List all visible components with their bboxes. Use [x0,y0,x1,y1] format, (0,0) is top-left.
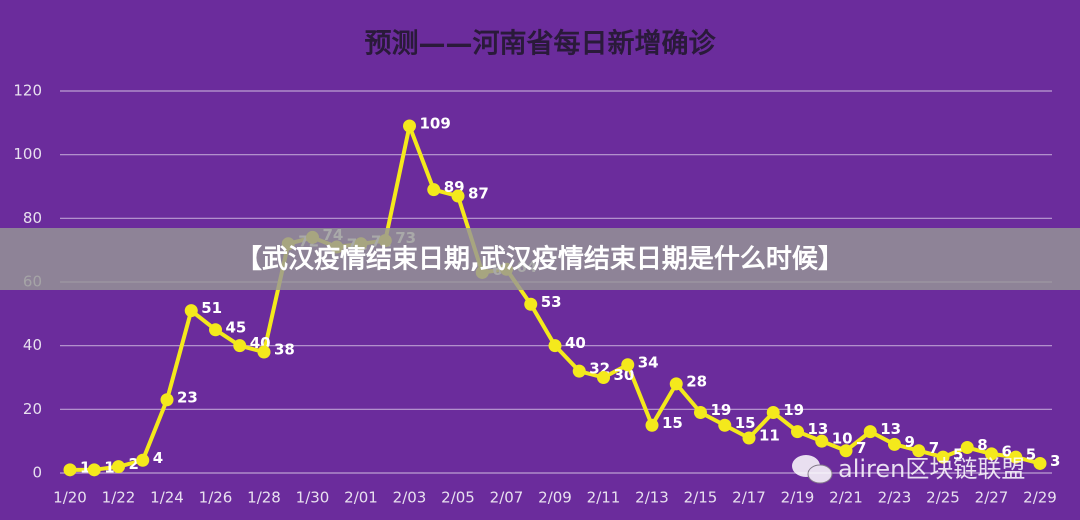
point [912,444,926,458]
x-tick-label: 1/20 [53,489,87,507]
data-label: 19 [711,401,732,419]
data-label: 1 [80,458,90,476]
data-label: 109 [420,115,451,133]
data-label: 7 [856,439,866,457]
point [112,460,125,474]
data-label: 6 [1002,442,1012,460]
data-label: 51 [201,299,222,317]
watermark-icon [792,455,833,484]
data-label: 10 [832,430,853,448]
data-label: 5 [953,446,963,464]
point [718,418,732,432]
x-tick-label: 2/29 [1023,489,1057,507]
x-tick-label: 2/15 [684,489,718,507]
point [451,189,465,203]
y-tick-label: 40 [23,336,42,354]
data-label: 3 [1050,452,1060,470]
y-tick-label: 100 [13,145,42,163]
x-tick-label: 2/27 [975,489,1009,507]
point [936,450,950,464]
banner: 【武汉疫情结束日期,武汉疫情结束日期是什么时候】 [236,244,844,275]
data-label: 87 [468,185,489,203]
x-tick-label: 2/19 [781,489,815,507]
data-label: 19 [783,401,804,419]
point [888,437,901,451]
point [839,444,853,458]
point [1033,456,1047,470]
data-label: 34 [638,353,659,371]
point [694,406,707,420]
x-tick-label: 2/13 [635,489,669,507]
x-tick-label: 1/22 [102,489,136,507]
point [233,339,247,353]
data-label: 13 [880,420,901,438]
data-label: 45 [226,318,247,336]
x-tick-label: 2/07 [490,489,524,507]
data-label: 38 [274,341,295,359]
data-label: 5 [1026,446,1036,464]
point [645,418,659,432]
point [597,371,610,384]
point [257,345,271,359]
point [815,434,829,448]
point [960,441,974,455]
data-label: 28 [686,372,707,390]
point [524,297,538,311]
point [766,406,780,420]
x-tick-label: 1/30 [296,489,330,507]
point [63,463,77,477]
x-tick-label: 2/03 [393,489,427,507]
point [427,183,441,197]
data-label: 1 [104,458,114,476]
data-label: 23 [177,388,198,406]
data-label: 4 [153,449,163,467]
point [160,393,174,407]
x-tick-label: 2/17 [732,489,766,507]
chart-title: 预测——河南省每日新增确诊 [365,28,717,60]
point [791,425,804,439]
y-tick-label: 80 [23,209,42,227]
point [1009,450,1023,464]
data-label: 11 [759,426,780,444]
x-tick-label: 2/25 [926,489,960,507]
point [863,425,877,439]
point [136,453,150,467]
x-tick-label: 2/05 [441,489,475,507]
point [985,447,998,461]
data-label: 40 [565,334,586,352]
point [403,119,416,133]
x-tick-label: 1/28 [247,489,281,507]
x-tick-label: 2/09 [538,489,572,507]
data-label: 7 [929,439,939,457]
y-tick-label: 120 [13,82,42,100]
y-tick-label: 0 [32,464,42,482]
plot: 0204060801001201/201/221/241/261/281/302… [13,82,1060,507]
y-tick-label: 20 [23,400,42,418]
point [87,463,101,477]
point [742,431,756,445]
x-tick-label: 2/23 [878,489,912,507]
point [548,339,562,353]
point [184,304,198,318]
data-label: 2 [129,455,139,473]
x-tick-label: 2/11 [587,489,621,507]
data-label: 53 [541,293,562,311]
x-tick-label: 1/26 [199,489,233,507]
x-tick-label: 2/21 [829,489,863,507]
point [621,358,635,372]
data-label: 8 [977,436,987,454]
x-tick-label: 1/24 [150,489,184,507]
x-tick-label: 2/01 [344,489,378,507]
data-label: 13 [808,420,829,438]
point [669,377,683,391]
point [572,364,586,378]
data-label: 15 [662,414,683,432]
point [209,323,222,337]
watermark: aliren区块链联盟 [838,455,1025,483]
data-label: 9 [905,433,915,451]
data-label: 15 [735,414,756,432]
banner-bg [0,228,1080,290]
